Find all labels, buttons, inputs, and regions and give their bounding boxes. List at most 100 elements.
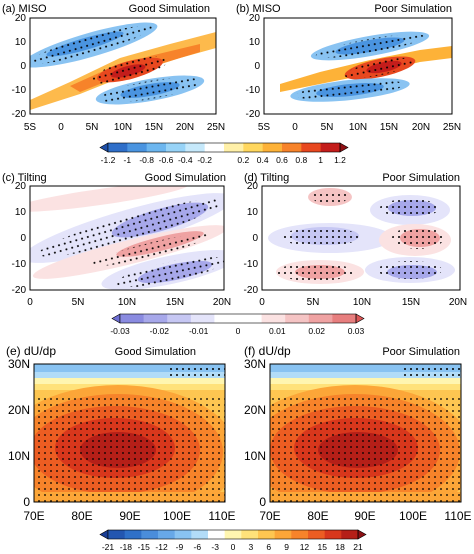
panel-d-ytick: 10 bbox=[247, 207, 259, 218]
panel-b-ytick: -20 bbox=[246, 109, 261, 120]
panel-b-xtick: 15N bbox=[380, 122, 398, 133]
panel-f-yticks: 30N 20N 10N 0 bbox=[244, 357, 266, 509]
panel-f-xtick: 70E bbox=[259, 509, 280, 523]
colorbar-tick-label: 9 bbox=[284, 542, 289, 552]
colorbar-tilting-ticks: -0.03 -0.02 -0.01 0 0.01 0.02 0.03 bbox=[110, 326, 364, 336]
colorbar-tick-label: 0 bbox=[236, 326, 241, 336]
colorbar-tick-label: -1 bbox=[124, 155, 132, 165]
panel-f-ytick: 10N bbox=[244, 449, 266, 463]
panel-f-xticks: 70E 80E 90E 100E 110E bbox=[259, 509, 471, 523]
panel-c-ytick: -10 bbox=[12, 259, 27, 270]
panel-b-yticks: 20 10 0 -10 -20 bbox=[246, 13, 261, 120]
panel-f-field bbox=[270, 364, 461, 502]
panel-e-ytick: 10N bbox=[8, 449, 30, 463]
colorbar-tick-label: 0.4 bbox=[257, 155, 269, 165]
panel-c-xticks: 0 5N 10N 15N 20N bbox=[27, 297, 231, 308]
colorbar-end-left bbox=[99, 529, 109, 540]
panel-b: (b) MISO Poor Simulation 20 10 0 -10 -20… bbox=[236, 3, 461, 133]
panel-f-xtick: 80E bbox=[307, 509, 328, 523]
colorbar-swatch bbox=[291, 530, 309, 539]
colorbar-end-right bbox=[357, 529, 367, 540]
panel-b-title: Poor Simulation bbox=[374, 3, 452, 15]
colorbar-swatch bbox=[308, 530, 326, 539]
colorbar-tick-label: -18 bbox=[120, 542, 133, 552]
panel-b-ytick: -10 bbox=[246, 85, 261, 96]
panel-a-xtick: 5S bbox=[24, 122, 37, 133]
panel-d: (d) Tilting Poor Simulation 20 10 bbox=[244, 172, 468, 308]
colorbar-swatch bbox=[166, 143, 186, 152]
panel-b-ytick: 0 bbox=[254, 61, 260, 72]
panel-d-ytick: 0 bbox=[252, 233, 258, 244]
colorbar-swatch bbox=[243, 143, 264, 152]
colorbar-tick-label: 3 bbox=[248, 542, 253, 552]
panel-e-ytick: 0 bbox=[23, 495, 30, 509]
panel-c-ytick: -20 bbox=[12, 285, 27, 296]
panel-c-title: Good Simulation bbox=[145, 172, 226, 184]
colorbar-end-left bbox=[111, 313, 121, 324]
panel-b-xtick: 10N bbox=[349, 122, 367, 133]
colorbar-swatch bbox=[258, 530, 276, 539]
colorbar-swatch bbox=[208, 530, 226, 539]
panel-e-field bbox=[34, 364, 225, 502]
colorbar-miso-swatches bbox=[99, 142, 349, 153]
panel-e-label: (e) dU/dp bbox=[6, 344, 56, 358]
panel-c-ytick: 0 bbox=[20, 233, 26, 244]
panel-a-yticks: 20 10 0 -10 -20 bbox=[12, 13, 27, 120]
colorbar-swatch bbox=[141, 530, 159, 539]
panel-c-xtick: 10N bbox=[118, 297, 136, 308]
colorbar-swatch bbox=[190, 314, 215, 323]
colorbar-tick-label: -12 bbox=[155, 542, 168, 552]
colorbar-tick-label: 18 bbox=[335, 542, 345, 552]
colorbar-dudp-ticks: -21 -18 -15 -12 -9 -6 -3 0 3 6 9 12 15 18 21 bbox=[102, 542, 363, 552]
colorbar-tick-label: 15 bbox=[318, 542, 328, 552]
panel-a-xtick: 25N bbox=[207, 122, 225, 133]
colorbar-dudp-swatches bbox=[99, 529, 367, 540]
panel-b-xtick: 5N bbox=[321, 122, 334, 133]
panel-d-title: Poor Simulation bbox=[382, 172, 460, 184]
panel-c-ytick: 20 bbox=[15, 181, 27, 192]
panel-b-ytick: 20 bbox=[249, 13, 261, 24]
colorbar-tick-label: -6 bbox=[194, 542, 202, 552]
panel-e-ytick: 30N bbox=[8, 357, 30, 371]
panel-e-ytick: 20N bbox=[8, 403, 30, 417]
panel-c-xtick: 15N bbox=[166, 297, 184, 308]
colorbar-tick-label: -1.2 bbox=[101, 155, 116, 165]
colorbar-swatch bbox=[308, 314, 333, 323]
panel-b-label: (b) MISO bbox=[236, 3, 281, 15]
colorbar-tick-label: 1 bbox=[318, 155, 323, 165]
panel-d-xtick: 0 bbox=[259, 297, 265, 308]
colorbar-tick-label: -0.6 bbox=[159, 155, 174, 165]
colorbar-swatch bbox=[185, 143, 206, 152]
panel-b-xticks: 5S 0 5N 10N 15N 20N 25N bbox=[258, 122, 461, 133]
panel-a-xtick: 15N bbox=[145, 122, 163, 133]
panel-b-xtick: 5S bbox=[258, 122, 271, 133]
panel-e-xtick: 100E bbox=[163, 509, 191, 523]
colorbar-swatch bbox=[261, 314, 286, 323]
colorbar-swatch bbox=[124, 530, 142, 539]
panel-c-xtick: 0 bbox=[27, 297, 33, 308]
colorbar-tick-label: -0.4 bbox=[178, 155, 193, 165]
colorbar-tick-label: -15 bbox=[138, 542, 151, 552]
colorbar-swatch bbox=[158, 530, 176, 539]
colorbar-swatch bbox=[143, 314, 168, 323]
panel-f-title: Poor Simulation bbox=[382, 346, 460, 358]
panel-e-xticks: 70E 80E 90E 100E 110E bbox=[23, 509, 235, 523]
colorbar-tick-label: 0.6 bbox=[276, 155, 288, 165]
panel-d-ytick: 20 bbox=[247, 181, 259, 192]
colorbar-tilting: -0.03 -0.02 -0.01 0 0.01 0.02 0.03 bbox=[110, 313, 365, 336]
panel-c-field bbox=[30, 186, 224, 290]
colorbar-swatch bbox=[282, 143, 302, 152]
colorbar-end-right bbox=[355, 313, 365, 324]
colorbar-swatch bbox=[214, 314, 239, 323]
panel-f-ytick: 20N bbox=[244, 403, 266, 417]
panel-e-yticks: 30N 20N 10N 0 bbox=[8, 357, 30, 509]
panel-d-field bbox=[262, 186, 460, 290]
colorbar-miso-ticks: -1.2 -1 -0.8 -0.6 -0.4 -0.2 0.2 0.4 0.6 0.8 1 1.2 bbox=[101, 155, 347, 165]
colorbar-swatch bbox=[320, 143, 341, 152]
panel-e-xtick: 110E bbox=[208, 509, 235, 523]
panel-a-ytick: 10 bbox=[15, 37, 27, 48]
panel-c-xtick: 5N bbox=[72, 297, 85, 308]
panel-d-label: (d) Tilting bbox=[244, 172, 289, 184]
panel-d-xticks: 0 5N 10N 15N 20N bbox=[259, 297, 467, 308]
panel-f-ytick: 0 bbox=[259, 495, 266, 509]
